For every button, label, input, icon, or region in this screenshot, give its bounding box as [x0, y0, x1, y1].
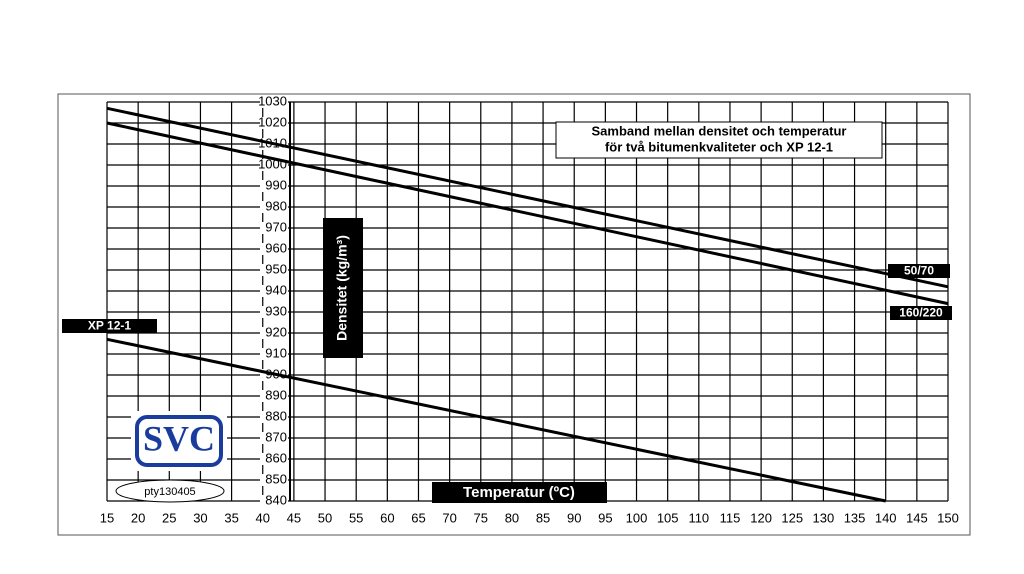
- x-tick-label: 90: [567, 510, 581, 525]
- x-tick-label: 150: [937, 510, 959, 525]
- x-tick-label: 125: [781, 510, 803, 525]
- x-tick-label: 110: [688, 510, 709, 525]
- y-tick-label: 980: [265, 198, 287, 213]
- series-line: [106, 337, 887, 503]
- x-tick-label: 20: [131, 510, 145, 525]
- y-tick-label: 880: [265, 408, 287, 423]
- y-tick-label: 890: [265, 387, 287, 402]
- tick-label-bg: [260, 474, 288, 486]
- logo-border: [135, 415, 223, 467]
- y-tick-label: 920: [265, 324, 287, 339]
- y-tick-label: 1030: [258, 93, 287, 108]
- y-tick-label: 870: [265, 429, 287, 444]
- x-label-box: [432, 482, 607, 503]
- legend-box: [62, 319, 157, 333]
- tick-label-bg: [260, 327, 288, 339]
- y-tick-label: 930: [265, 303, 287, 318]
- x-tick-label: 30: [193, 510, 207, 525]
- x-tick-label: 65: [411, 510, 425, 525]
- x-tick-label: 55: [349, 510, 363, 525]
- y-tick-label: 940: [265, 282, 287, 297]
- x-tick-label: 70: [442, 510, 456, 525]
- code: pty130405: [144, 486, 195, 498]
- x-tick-label: 35: [224, 510, 238, 525]
- title-box: [555, 121, 883, 159]
- x-tick-label: 75: [474, 510, 488, 525]
- x-tick-label: 25: [162, 510, 176, 525]
- tick-label-bg: [260, 180, 288, 192]
- x-tick-label: 40: [256, 510, 270, 525]
- series-line: [106, 106, 949, 289]
- x-tick-label: 60: [380, 510, 394, 525]
- legend-label: 160/220: [899, 306, 943, 320]
- code-ellipse: [115, 479, 225, 503]
- tick-label-bg: [260, 201, 288, 213]
- legend-box: [890, 306, 952, 320]
- tick-label-bg: [260, 222, 288, 234]
- tick-label-bg: [260, 411, 288, 423]
- x-axis-label: Temperatur (ºC): [463, 484, 575, 501]
- tick-label-bg: [260, 390, 288, 402]
- tick-label-bg: [260, 117, 288, 129]
- y-tick-label: 860: [265, 450, 287, 465]
- x-tick-label: 135: [844, 510, 866, 525]
- y-tick-label: 1020: [258, 114, 287, 129]
- x-tick-label: 15: [100, 510, 114, 525]
- legend-box: [888, 264, 950, 278]
- x-tick-label: 140: [875, 510, 897, 525]
- overlays: Samband mellan densitet och temperatur f…: [62, 121, 952, 503]
- x-tick-label: 100: [626, 510, 648, 525]
- lines: [106, 106, 949, 503]
- legend-label: XP 12-1: [88, 319, 131, 333]
- y-tick-label: 840: [265, 492, 287, 507]
- tick-label-bg: [260, 96, 288, 108]
- tick-label-bg: [260, 432, 288, 444]
- x-tick-label: 50: [318, 510, 332, 525]
- y-tick-label: 970: [265, 219, 287, 234]
- y-tick-label: 960: [265, 240, 287, 255]
- legend-label: 50/70: [904, 264, 934, 278]
- y-axis-label: Densitet (kg/m³): [334, 235, 350, 341]
- x-tick-label: 115: [720, 510, 741, 525]
- grid: 15 20 25 30 35 40 45 50 55 60 65 70 75 80 85 90 95 100 105…: [100, 93, 959, 525]
- y-label-box: [323, 218, 363, 358]
- x-tick-label: 95: [598, 510, 612, 525]
- y-tick-label: 950: [265, 261, 287, 276]
- x-tick-label: 130: [813, 510, 835, 525]
- tick-label-bg: [260, 243, 288, 255]
- x-tick-label: 85: [536, 510, 550, 525]
- tick-label-bg: [260, 495, 288, 507]
- tick-label-bg: [260, 348, 288, 360]
- y-tick-label: 990: [265, 177, 287, 192]
- tick-label-bg: [260, 285, 288, 297]
- tick-label-bg: [260, 453, 288, 465]
- title-line: Samband mellan densitet och temperatur: [591, 123, 846, 138]
- x-tick-label: 120: [750, 510, 772, 525]
- x-tick-label: 45: [287, 510, 301, 525]
- y-tick-label: 910: [265, 345, 287, 360]
- x-tick-label: 80: [505, 510, 519, 525]
- series-line: [106, 121, 949, 306]
- y-tick-label: 850: [265, 471, 287, 486]
- tick-label-bg: [260, 264, 288, 276]
- logo: SVC: [143, 418, 215, 458]
- title-line: för två bitumenkvaliteter och XP 12-1: [605, 139, 833, 154]
- x-tick-label: 105: [657, 510, 679, 525]
- tick-label-bg: [260, 159, 288, 171]
- x-tick-label: 145: [906, 510, 928, 525]
- tick-label-bg: [260, 306, 288, 318]
